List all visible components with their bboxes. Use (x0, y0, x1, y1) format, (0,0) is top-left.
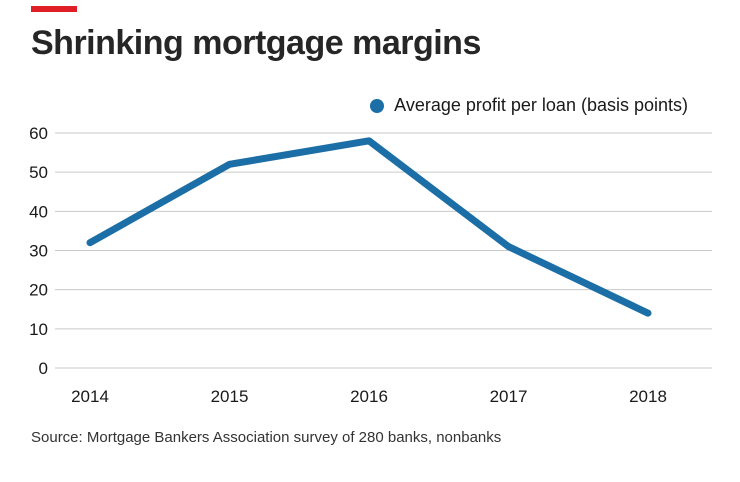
y-axis-tick-label: 0 (39, 359, 48, 378)
x-axis-tick-label: 2016 (350, 387, 388, 406)
x-axis-tick-label: 2015 (211, 387, 249, 406)
y-axis-tick-label: 10 (29, 320, 48, 339)
y-axis-tick-label: 40 (29, 202, 48, 221)
brand-accent-bar (31, 6, 77, 12)
x-axis-tick-label: 2018 (629, 387, 667, 406)
chart-title: Shrinking mortgage margins (31, 24, 481, 62)
profit-line-series (86, 137, 652, 317)
x-axis-tick-label: 2014 (71, 387, 109, 406)
y-axis-tick-label: 60 (29, 124, 48, 143)
source-attribution: Source: Mortgage Bankers Association sur… (31, 429, 502, 446)
legend-dot-icon (370, 98, 385, 113)
y-axis-tick-label: 30 (29, 242, 48, 261)
chart-legend: Average profit per loan (basis points) (370, 95, 688, 116)
x-axis-tick-label: 2017 (490, 387, 528, 406)
y-axis-tick-label: 50 (29, 163, 48, 182)
chart-svg: 0 10 20 30 40 50 60 2014 2015 2016 2017 2018 (29, 124, 712, 406)
legend-label: Average profit per loan (basis points) (394, 95, 688, 115)
y-axis-tick-label: 20 (29, 281, 48, 300)
